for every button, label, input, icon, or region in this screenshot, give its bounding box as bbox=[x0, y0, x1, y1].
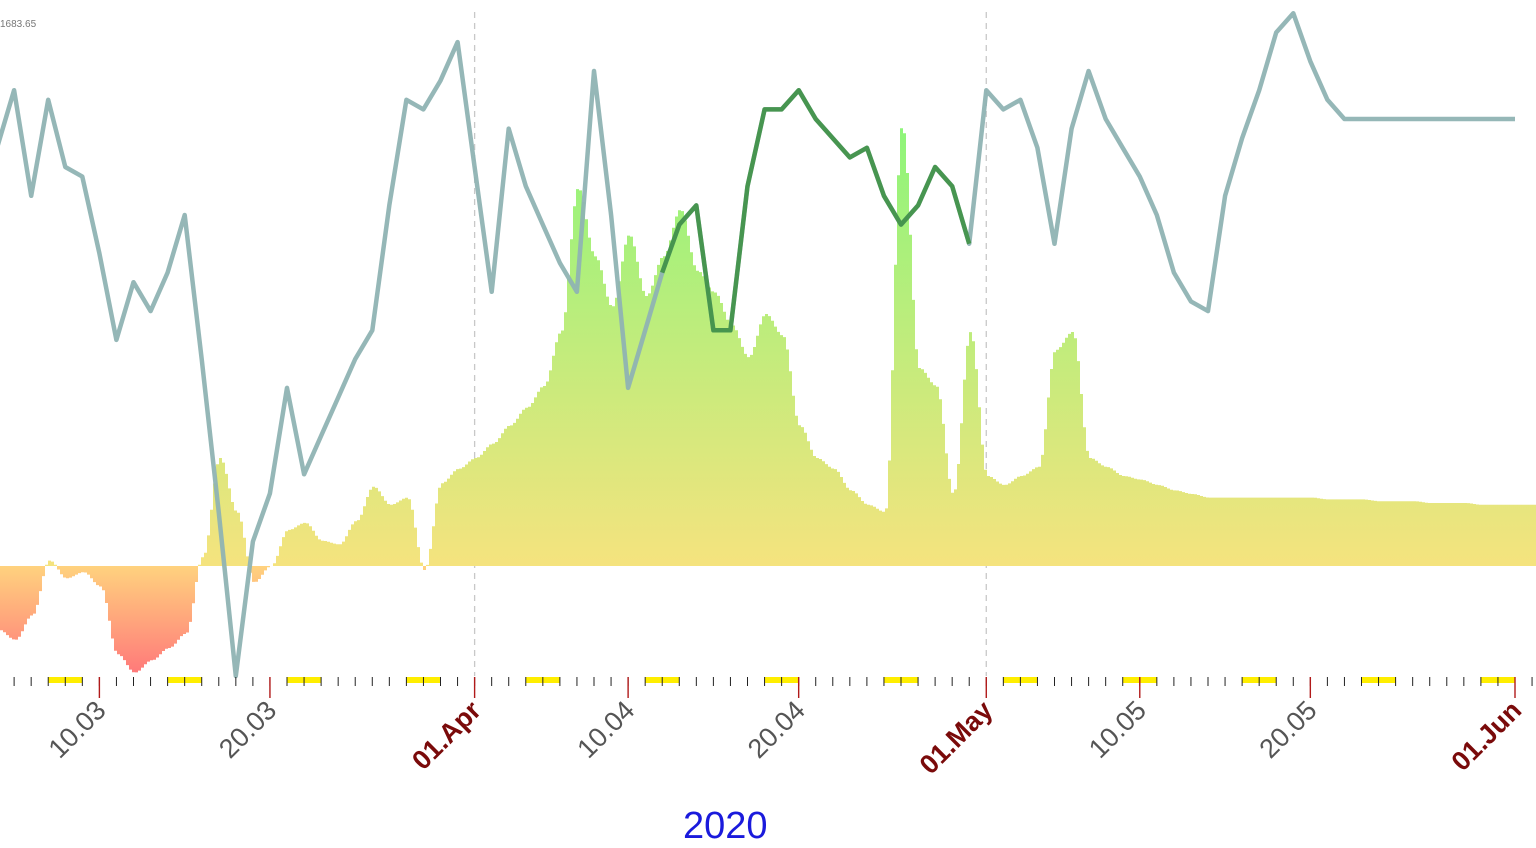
tick-label: 10.04 bbox=[571, 695, 640, 764]
y-max-label: 1683.65 bbox=[0, 19, 37, 30]
tick-label: 20.04 bbox=[742, 695, 811, 764]
x-axis-year-label: 2020 bbox=[683, 805, 768, 847]
area-positive bbox=[0, 128, 1536, 566]
tick-label: 01.Apr bbox=[406, 695, 487, 776]
tick-label: 01.May bbox=[914, 695, 999, 780]
line-series-highlight bbox=[660, 87, 972, 333]
tick-label: 10.03 bbox=[43, 695, 112, 764]
tick-label: 10.05 bbox=[1083, 695, 1152, 764]
area-negative bbox=[0, 566, 1536, 673]
tick-label: 20.05 bbox=[1254, 695, 1323, 764]
x-axis: 10.03 20.03 01.Apr 10.04 20.04 01.May 10.05 20.… bbox=[13, 677, 1533, 780]
area-series bbox=[0, 128, 1536, 673]
tick-label: 01.Jun bbox=[1446, 695, 1528, 777]
tick-label: 20.03 bbox=[213, 695, 282, 764]
line-series bbox=[0, 11, 1515, 679]
